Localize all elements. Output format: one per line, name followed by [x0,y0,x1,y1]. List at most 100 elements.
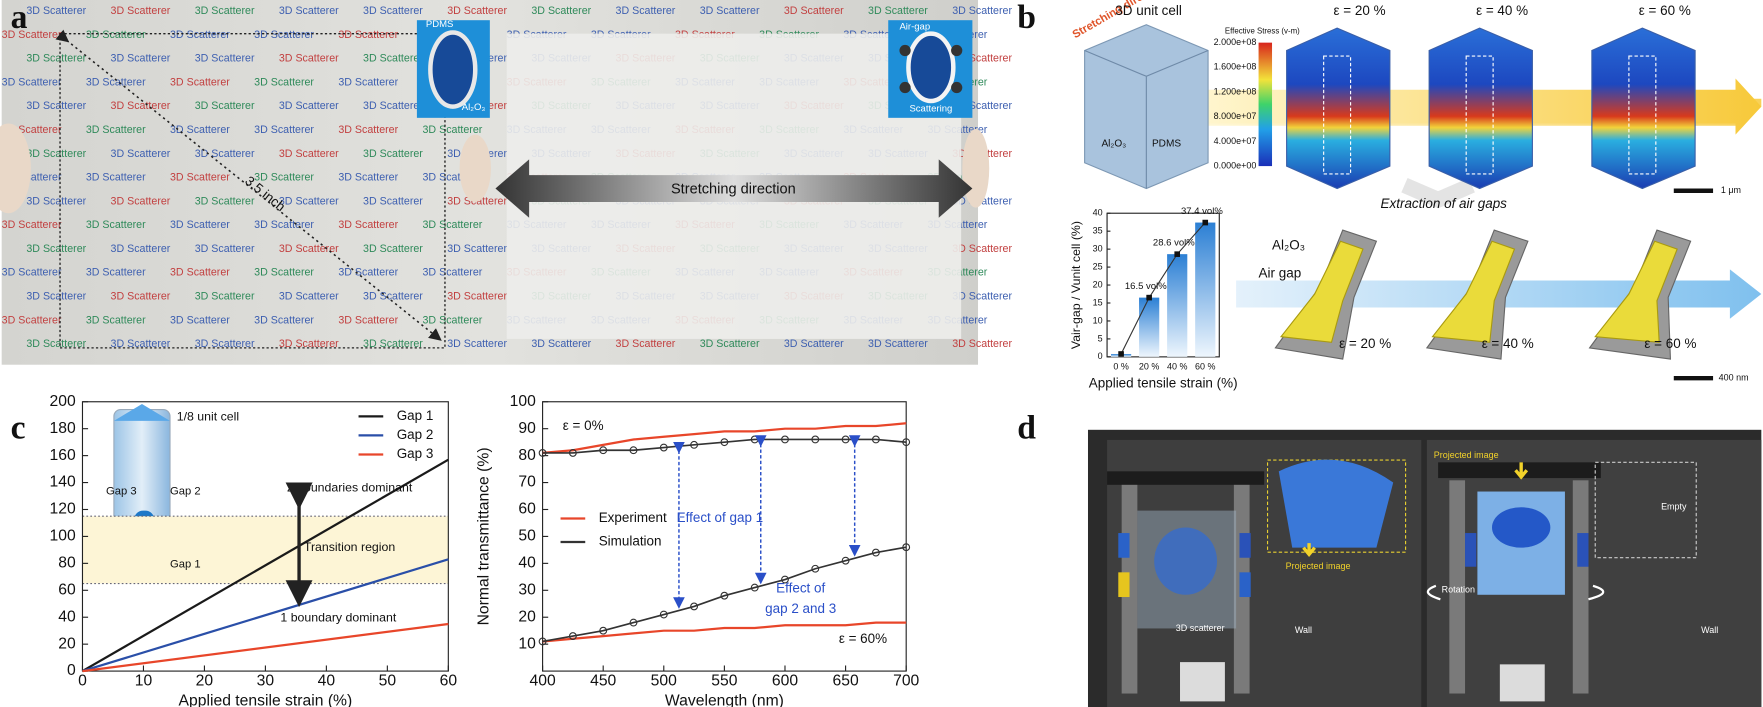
scale-label: 400 nm [1719,373,1749,383]
scatterer-text: 3D Scatterer [952,5,1012,17]
legend-label: Gap 2 [397,427,434,442]
panel-letter: c [11,410,26,447]
scatterer-text: 3D Scatterer [279,5,339,17]
inset-label: Scattering [909,103,952,114]
marker [902,543,911,552]
marker [781,435,789,444]
marker [568,632,577,641]
y-tick-label: 140 [50,474,76,491]
x-tick-label: 400 [529,672,555,689]
y-tick-label: 20 [1093,279,1103,289]
scatterer-text: 3D Scatterer [111,243,171,255]
y-tick-label: 5 [1098,333,1103,343]
point [1146,294,1152,301]
scale-label: 1 μm [1721,185,1741,195]
marker [690,440,699,449]
scatterer-text: 3D Scatterer [338,314,398,326]
legend-label: Experiment [599,510,667,525]
colorbar-tick: 2.000e+08 [1214,37,1257,47]
scatterer-text: 3D Scatterer [868,5,928,17]
scatterer-text: 3D Scatterer [26,195,86,207]
y-tick-label: 160 [50,447,76,464]
colorbar-title: Effective Stress (v-m) [1225,27,1300,36]
series-line [542,621,907,643]
inset-label: Air-gap [899,21,930,32]
x-tick-label: 550 [711,672,737,689]
y-tick-label: 40 [1093,208,1103,218]
x-tick-label: 30 [257,672,275,689]
gap-label: Air gap [1259,265,1302,280]
scatterer-text: 3D Scatterer [423,219,483,231]
x-tick-label: 700 [893,672,919,689]
x-tick-label: 0 [78,672,87,689]
scatterer-text: 3D Scatterer [279,243,339,255]
marker [811,564,820,573]
marker [629,446,638,455]
marker [811,435,820,444]
scatterer-text: 3D Scatterer [531,5,591,17]
marker [781,575,789,584]
scatterer-text: 3D Scatterer [279,291,339,303]
scatterer-text: 3D Scatterer [195,338,255,350]
bar [1139,297,1160,357]
x-tick-label: 40 [318,672,336,689]
scatterer-text: 3D Scatterer [86,76,146,88]
scatterer-text: 3D Scatterer [111,53,171,65]
marker [690,602,699,611]
scatterer-text: 3D Scatterer [616,338,676,350]
scatterer-text: 3D Scatterer [700,5,760,17]
scatterer-text: 3D Scatterer [868,338,928,350]
y-tick-label: 100 [50,528,76,545]
marker [659,443,668,452]
scatterer-text: 3D Scatterer [338,76,398,88]
scatterer-text: 3D Scatterer [363,5,423,17]
scatterer-text: 3D Scatterer [952,291,1012,303]
x-tick-label: 20 [196,672,214,689]
scatterer-text: 3D Scatterer [86,267,146,279]
marker [538,637,547,646]
photo-label: Empty [1661,502,1687,512]
annotation: Gap 2 [170,486,201,498]
scatterer-text: 3D Scatterer [170,124,230,136]
curve-label: ε = 60% [839,631,887,646]
legend-label: Gap 3 [397,446,434,461]
scatterer-text: 3D Scatterer [279,338,339,350]
panel-d-photo [1087,429,1762,707]
point [1174,251,1181,257]
marker [871,435,880,444]
marker [599,446,608,455]
scatterer-text: 3D Scatterer [363,100,423,112]
scatterer-text: 3D Scatterer [170,267,230,279]
scatterer-text: 3D Scatterer [363,291,423,303]
x-tick-label: 60 % [1195,361,1215,371]
x-tick-label: 600 [772,672,798,689]
photo-label: Projected image [1434,450,1499,460]
marker [599,626,608,635]
marker [659,610,668,619]
photo-label: Wall [1701,625,1718,635]
y-tick-label: 180 [50,420,76,437]
marker [720,591,729,600]
y-tick-label: 20 [58,635,76,652]
scatterer-text: 3D Scatterer [26,148,86,160]
bar [1167,254,1188,357]
scatterer-text: 3D Scatterer [2,267,62,279]
scatterer-text: 3D Scatterer [338,29,398,41]
scatterer-text: 3D Scatterer [279,148,339,160]
x-tick-label: 650 [832,672,858,689]
scatterer-text: 3D Scatterer [170,29,230,41]
panel-b-graphics [1084,24,1762,381]
y-axis-label: Normal transmittance (%) [475,447,492,625]
x-tick-label: 20 % [1139,361,1159,371]
colorbar-tick: 0.000e+00 [1214,160,1257,170]
unit-box [1465,55,1494,175]
x-tick-label: 10 [135,672,153,689]
scatterer-text: 3D Scatterer [2,29,62,41]
unit-box [1628,55,1657,175]
axes-frame [1106,212,1220,358]
strain-label: ε = 20 % [1334,3,1386,18]
scatterer-text: 3D Scatterer [338,267,398,279]
marker [538,449,547,457]
x-tick-label: 60 [440,672,458,689]
scatterer-text: 3D Scatterer [363,243,423,255]
